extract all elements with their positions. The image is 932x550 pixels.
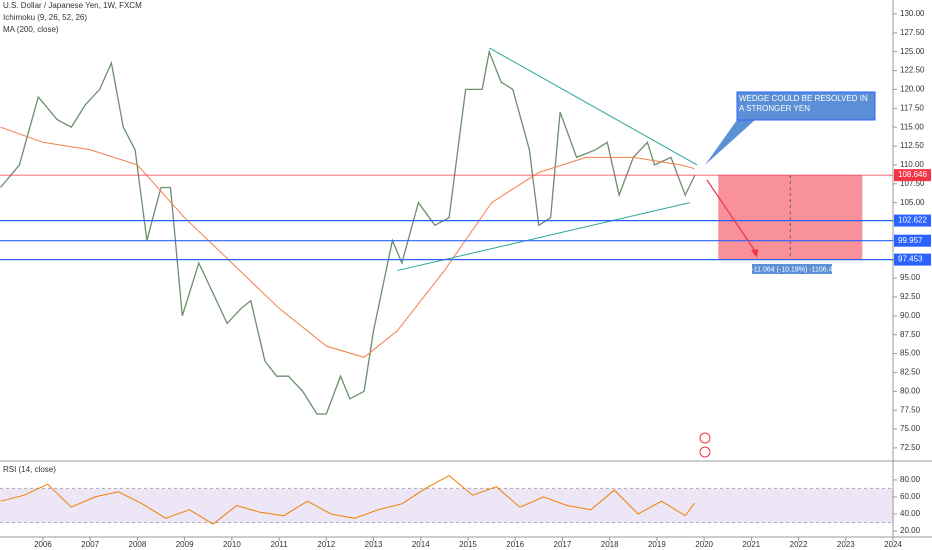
- callout-text: WEDGE COULD BE RESOLVED IN A STRONGER YE…: [739, 94, 868, 113]
- price-tag: [894, 169, 931, 182]
- x-tick-label: 2020: [695, 540, 713, 549]
- x-tick-label: 2015: [459, 540, 477, 549]
- y-tick-label: 87.50: [900, 330, 921, 339]
- event-icon: [699, 432, 711, 444]
- legend-entry: MA (200, close): [3, 25, 59, 34]
- x-tick-label: 2008: [129, 540, 147, 549]
- x-tick-label: 2024: [884, 540, 902, 549]
- rsi-band: [0, 488, 893, 523]
- series-line: [0, 126, 695, 358]
- price-tag-label: 99.957: [898, 236, 923, 245]
- x-tick-label: 2021: [742, 540, 760, 549]
- y-tick-label: 40.00: [900, 509, 921, 518]
- x-tick-label: 2012: [317, 540, 335, 549]
- x-tick-label: 2010: [223, 540, 241, 549]
- y-tick-label: 105.00: [900, 198, 925, 207]
- y-tick-label: 115.00: [900, 122, 924, 131]
- y-tick-label: 60.00: [900, 492, 921, 501]
- price-tag: [894, 253, 931, 266]
- y-tick-label: 92.50: [900, 292, 921, 301]
- y-tick-label: 95.00: [900, 273, 921, 282]
- chart-title: U.S. Dollar / Japanese Yen, 1W, FXCM: [3, 1, 142, 10]
- y-tick-label: 20.00: [900, 526, 921, 535]
- y-tick-label: 82.50: [900, 368, 921, 377]
- x-tick-label: 2017: [554, 540, 572, 549]
- marks: [0, 47, 893, 525]
- y-tick-label: 120.00: [900, 85, 925, 94]
- y-tick-label: 122.50: [900, 66, 925, 75]
- y-tick-label: 107.50: [900, 179, 925, 188]
- grid: [0, 13, 897, 541]
- arrow: [706, 179, 758, 255]
- x-tick-label: 2011: [270, 540, 288, 549]
- series-line: [0, 49, 696, 415]
- x-tick-label: 2023: [837, 540, 855, 549]
- event-icon: [699, 446, 711, 458]
- y-tick-label: 80.00: [900, 475, 921, 484]
- y-tick-label: 110.00: [900, 160, 924, 169]
- y-tick-label: 130.00: [900, 9, 925, 18]
- y-tick-label: 90.00: [900, 311, 921, 320]
- trendline: [488, 47, 698, 166]
- measure-box: [752, 264, 832, 274]
- arrow-head: [751, 249, 758, 258]
- price-tag: [894, 234, 931, 247]
- plot-bg: [0, 0, 893, 537]
- x-tick-label: 2006: [34, 540, 52, 549]
- y-tick-label: 80.00: [900, 386, 921, 395]
- series-line: [0, 474, 696, 525]
- y-tick-label: 125.00: [900, 47, 925, 56]
- y-tick-label: 127.50: [900, 28, 925, 37]
- price-tag: [894, 214, 931, 227]
- price-tag-label: 108.646: [898, 170, 927, 179]
- legend-entry: RSI (14, close): [3, 465, 56, 474]
- x-tick-label: 2016: [506, 540, 524, 549]
- y-tick-label: 77.50: [900, 405, 921, 414]
- x-tick-label: 2009: [176, 540, 194, 549]
- y-tick-label: 75.00: [900, 424, 921, 433]
- y-tick-label: 117.50: [900, 103, 924, 112]
- y-tick-label: 112.50: [900, 141, 924, 150]
- x-tick-label: 2018: [601, 540, 619, 549]
- measure-label: -11.064 (-10.19%) -1106.4: [751, 266, 832, 273]
- indicator-label: Ichimoku (9, 26, 52, 26): [3, 13, 87, 22]
- callout-box: [736, 91, 876, 121]
- y-tick-label: 72.50: [900, 443, 921, 452]
- price-tag-label: 102.622: [898, 216, 927, 225]
- x-tick-label: 2019: [648, 540, 666, 549]
- x-tick-label: 2007: [81, 540, 99, 549]
- x-tick-label: 2013: [365, 540, 383, 549]
- callout-pointer: [705, 120, 755, 165]
- y-tick-label: 85.00: [900, 349, 921, 358]
- x-tick-label: 2014: [412, 540, 430, 549]
- x-tick-label: 2022: [790, 540, 808, 549]
- price-tag-label: 97.453: [898, 255, 923, 264]
